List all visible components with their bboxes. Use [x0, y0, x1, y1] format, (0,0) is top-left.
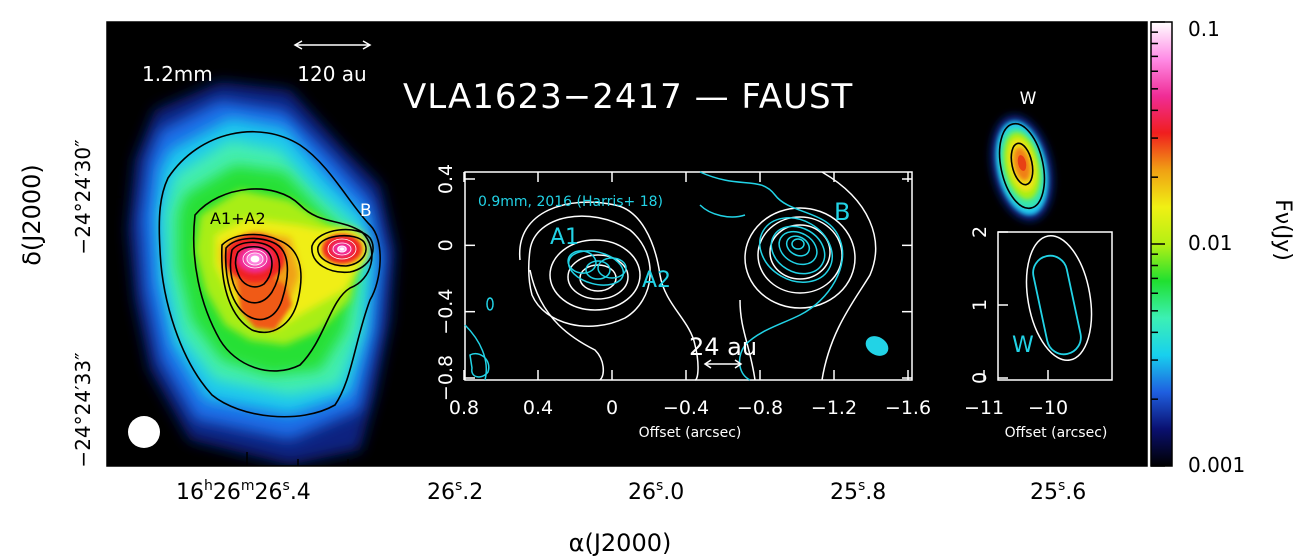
contours-1.2mm: [158, 131, 381, 418]
x-tick-25.6: 25s.6: [1030, 478, 1086, 505]
inset-y-tick-label: 0: [435, 239, 457, 251]
x-tick-26.4: 16h26m26s.4: [176, 478, 311, 505]
inset-w-y-tick-label: 1: [969, 299, 991, 311]
inset-label-a1: A1: [550, 225, 579, 250]
inset-x-tick-label: 0.8: [449, 397, 479, 419]
inset-w-x-label: Offset (arcsec): [1005, 425, 1108, 441]
inset-scale-label: 24 au: [689, 333, 757, 361]
inset-label-b: B: [834, 198, 850, 226]
inset-x-tick-label: 0.4: [523, 397, 553, 419]
inset-x-label: Offset (arcsec): [639, 425, 742, 441]
colorbar-label: Fν(Jy): [1270, 199, 1295, 261]
colorbar-tick-0.001: 0.001: [1188, 453, 1245, 477]
contours-peaks: [242, 238, 357, 269]
scale-bar-label: 120 au: [297, 62, 366, 86]
source-label-a1a2: A1+A2: [210, 209, 266, 228]
source-label-b: B: [360, 201, 372, 221]
inset-w-cyan-contour: [1032, 254, 1082, 356]
map-frame: [106, 21, 1148, 467]
chart-title: VLA1623−2417 — FAUST: [403, 77, 853, 117]
colorbar-tick-0.1: 0.1: [1188, 17, 1220, 41]
colorbar: 0.1 0.01 0.001 Fν(Jy): [1150, 17, 1295, 477]
band-label: 1.2mm: [142, 62, 213, 86]
inset-x-tick-label: −0.8: [737, 397, 783, 419]
inset-white-contours: [519, 171, 877, 381]
inset-x-tick-label: −1.2: [811, 397, 857, 419]
inset-w-y-tick-label: 2: [969, 226, 991, 238]
inset-x-tick-label: −0.4: [663, 397, 709, 419]
main-axis-ticks: [107, 22, 1147, 466]
emission-w: [990, 114, 1054, 222]
beam-ellipse: [128, 416, 160, 448]
inset-cyan-contours: [464, 171, 844, 381]
x-tick-25.8: 25s.8: [830, 478, 886, 505]
x-tick-26.0: 26s.0: [628, 478, 684, 505]
inset-x-tick-label: 0: [606, 397, 618, 419]
inset-axis-ticks: 0.8 0.4 0 −0.4 −0.8 −1.2 −1.6 0.4 0 −0.4 −0.8: [435, 164, 931, 419]
x-axis-label: α(J2000): [569, 529, 672, 557]
colorbar-tick-0.01: 0.01: [1188, 231, 1233, 255]
scale-bar-120au: [293, 40, 372, 50]
y-tick-33: −24°24′33″: [71, 352, 95, 467]
inset-label-a2: A2: [642, 268, 671, 293]
inset-w-x-tick-label: −10: [1028, 397, 1068, 419]
colorbar-ticks: [1151, 21, 1165, 467]
inset-scale-bar: [703, 359, 743, 369]
inset-w-x-tick-label: −11: [964, 397, 1004, 419]
main-x-tick-labels: 16h26m26s.4 26s.2 26s.0 25s.8 25s.6: [176, 478, 1086, 505]
inset-annotation: 0.9mm, 2016 (Harris+ 18): [478, 194, 663, 210]
inset-a-b: 24 au 0.9mm, 2016 (Harris+ 18) A1 A2 B 0…: [435, 164, 931, 441]
inset-w-y-tick-label: 0: [969, 372, 991, 384]
inset-w-white-contour: [1025, 234, 1093, 362]
source-label-w: W: [1020, 89, 1037, 109]
inset-y-tick-label: −0.4: [435, 289, 457, 335]
inset-w-axis-ticks: −10 −11 0 1 2: [964, 226, 1068, 419]
inset-x-tick-label: −1.6: [885, 397, 931, 419]
inset-w: W −10 −11 0 1 2 Offset (arcsec): [964, 226, 1113, 441]
inset-y-tick-label: 0.4: [435, 164, 457, 194]
x-tick-26.2: 26s.2: [427, 478, 483, 505]
y-tick-30: −24°24′30″: [71, 139, 95, 254]
inset-w-label: W: [1012, 333, 1034, 358]
inset-beam: [865, 336, 889, 356]
y-axis-label: δ(J2000): [18, 164, 46, 266]
main-map: 120 au 1.2mm VLA1623−2417 — FAUST A1+A2 …: [106, 21, 1148, 467]
inset-y-tick-label: −0.8: [435, 355, 457, 401]
